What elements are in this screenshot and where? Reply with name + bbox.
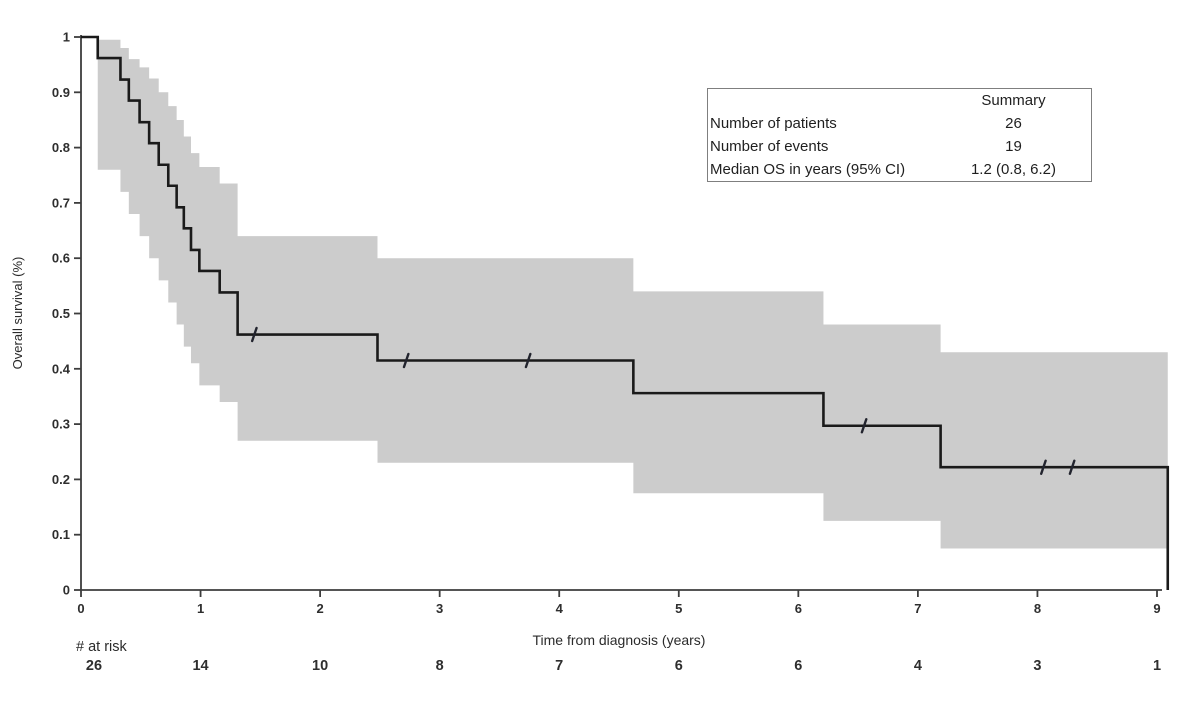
summary-header-row: Summary	[708, 90, 1091, 112]
at-risk-count: 14	[192, 658, 208, 674]
svg-text:0.8: 0.8	[52, 140, 70, 155]
svg-text:0.4: 0.4	[52, 361, 71, 376]
summary-row-patients: Number of patients 26	[708, 113, 1091, 135]
at-risk-label: # at risk	[76, 639, 128, 655]
summary-table: Summary Number of patients 26 Number of …	[707, 88, 1092, 182]
summary-value: 19	[1005, 137, 1022, 155]
svg-text:0: 0	[77, 601, 84, 616]
axis-titles: Overall survival (%) Time from diagnosis …	[10, 257, 705, 648]
svg-text:1: 1	[197, 601, 204, 616]
x-axis-ticks: 0 1 2 3 4 5 6 7 8 9	[77, 590, 1161, 616]
at-risk-row: # at risk 26 14 10 8 7 6 6 4 3 1	[76, 639, 1161, 674]
censor-tick	[1040, 459, 1047, 475]
summary-label: Median OS in years (95% CI)	[710, 160, 906, 178]
svg-text:0.6: 0.6	[52, 251, 70, 266]
summary-header: Summary	[981, 91, 1046, 109]
summary-label: Number of patients	[710, 114, 837, 132]
at-risk-count: 7	[555, 658, 563, 674]
svg-text:0: 0	[63, 583, 70, 598]
censor-marks	[250, 326, 1076, 475]
censor-tick	[402, 352, 410, 369]
svg-text:5: 5	[675, 601, 682, 616]
ci-band	[97, 39, 1168, 549]
svg-text:3: 3	[436, 601, 443, 616]
at-risk-count: 6	[675, 658, 683, 674]
svg-text:0.9: 0.9	[52, 85, 70, 100]
summary-value: 1.2 (0.8, 6.2)	[970, 160, 1057, 178]
at-risk-count: 1	[1153, 658, 1161, 674]
km-curve	[81, 35, 1170, 590]
y-axis-ticks: 0 0.1 0.2 0.3 0.4 0.5 0.6 0.7 0.8 0.9 1	[52, 30, 81, 598]
censor-tick	[1068, 459, 1076, 475]
censor-tick	[524, 352, 532, 369]
svg-text:2: 2	[316, 601, 323, 616]
svg-text:7: 7	[914, 601, 921, 616]
svg-text:0.7: 0.7	[52, 195, 70, 210]
svg-text:8: 8	[1034, 601, 1041, 616]
svg-text:9: 9	[1153, 601, 1160, 616]
summary-value: 26	[1005, 114, 1022, 132]
svg-text:1: 1	[63, 30, 70, 45]
svg-text:4: 4	[556, 601, 564, 616]
summary-row-median-os: Median OS in years (95% CI) 1.2 (0.8, 6.…	[708, 159, 1091, 181]
at-risk-count: 10	[312, 658, 328, 674]
censor-tick	[860, 418, 868, 434]
at-risk-count: 8	[436, 658, 444, 674]
at-risk-count: 4	[914, 658, 922, 674]
svg-text:0.2: 0.2	[52, 472, 70, 487]
x-axis-title: Time from diagnosis (years)	[533, 632, 706, 648]
summary-row-events: Number of events 19	[708, 136, 1091, 158]
censor-tick	[250, 326, 258, 343]
svg-text:0.1: 0.1	[52, 527, 70, 542]
at-risk-count: 26	[86, 658, 102, 674]
y-axis-title: Overall survival (%)	[10, 257, 25, 370]
axes	[80, 35, 1162, 591]
svg-text:0.3: 0.3	[52, 417, 70, 432]
svg-text:6: 6	[795, 601, 802, 616]
at-risk-count: 6	[794, 658, 802, 674]
summary-label: Number of events	[710, 137, 829, 155]
at-risk-count: 3	[1033, 658, 1041, 674]
svg-text:0.5: 0.5	[52, 306, 70, 321]
